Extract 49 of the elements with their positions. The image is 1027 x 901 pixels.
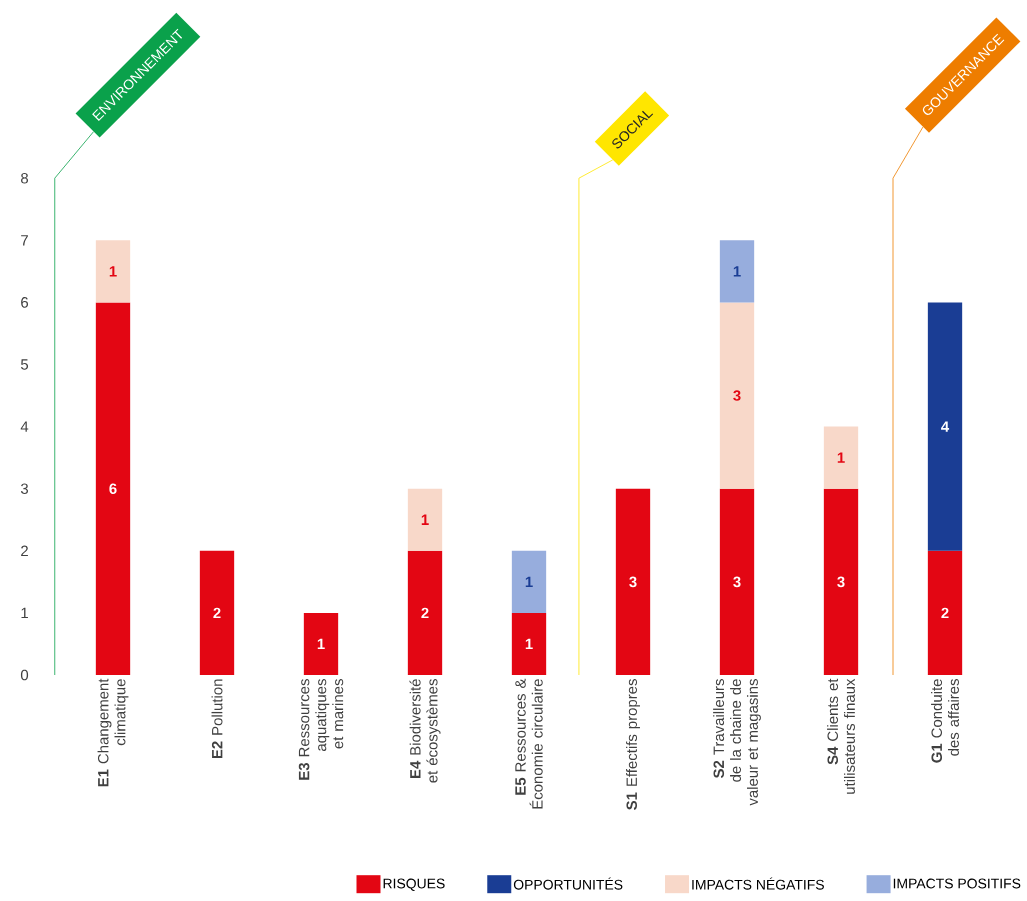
data-label: 2 — [213, 607, 221, 619]
y-tick-label: 3 — [20, 483, 29, 494]
data-label: 2 — [421, 607, 429, 619]
bar — [303, 612, 339, 675]
data-label: 1 — [837, 452, 845, 463]
bar — [719, 488, 755, 675]
data-label: 3 — [837, 576, 845, 588]
bar — [511, 550, 547, 613]
x-tick-label: E2 Pollution — [211, 679, 223, 759]
x-tick-label: S1 Effectifs propres — [626, 679, 640, 810]
data-label: 1 — [109, 266, 117, 277]
bar — [95, 240, 131, 303]
legend-label: OPPORTUNITÉS — [513, 877, 623, 890]
x-tick-label: E1 Changement climatique — [97, 678, 129, 787]
data-label: 1 — [525, 638, 533, 650]
legend-label: IMPACTS POSITIFS — [893, 878, 1021, 889]
bar — [407, 550, 443, 675]
y-tick-label: 5 — [20, 359, 29, 370]
y-tick-label: 7 — [21, 235, 28, 246]
y-tick-label: 1 — [21, 607, 28, 619]
x-tick-label: E3 Ressources aquatiques et marines — [298, 679, 344, 780]
bar — [927, 550, 963, 675]
data-label: 1 — [525, 576, 533, 587]
bar — [823, 426, 859, 489]
y-tick-label: 2 — [21, 545, 28, 557]
bar — [719, 302, 755, 489]
data-label: 4 — [941, 421, 950, 432]
bar — [407, 488, 443, 551]
y-tick-label: 6 — [21, 297, 29, 308]
bar — [927, 302, 963, 551]
y-tick-label: 0 — [20, 669, 29, 681]
data-label: 1 — [733, 266, 741, 277]
y-tick-label: 4 — [20, 421, 29, 432]
bar — [199, 550, 235, 675]
bar — [823, 488, 859, 675]
data-label: 3 — [733, 390, 741, 401]
data-label: 3 — [629, 576, 637, 588]
bar — [615, 488, 651, 675]
data-label: 6 — [109, 483, 117, 494]
y-tick-label: 8 — [21, 172, 29, 184]
data-label: 2 — [941, 607, 949, 619]
bar — [719, 240, 755, 303]
legend-label: RISQUES — [383, 878, 445, 891]
data-label: 1 — [317, 638, 325, 650]
bar — [95, 302, 131, 675]
bar — [511, 612, 547, 675]
data-label: 1 — [421, 514, 429, 525]
legend-label: IMPACTS NÉGATIFS — [692, 877, 824, 890]
data-label: 3 — [733, 576, 741, 588]
